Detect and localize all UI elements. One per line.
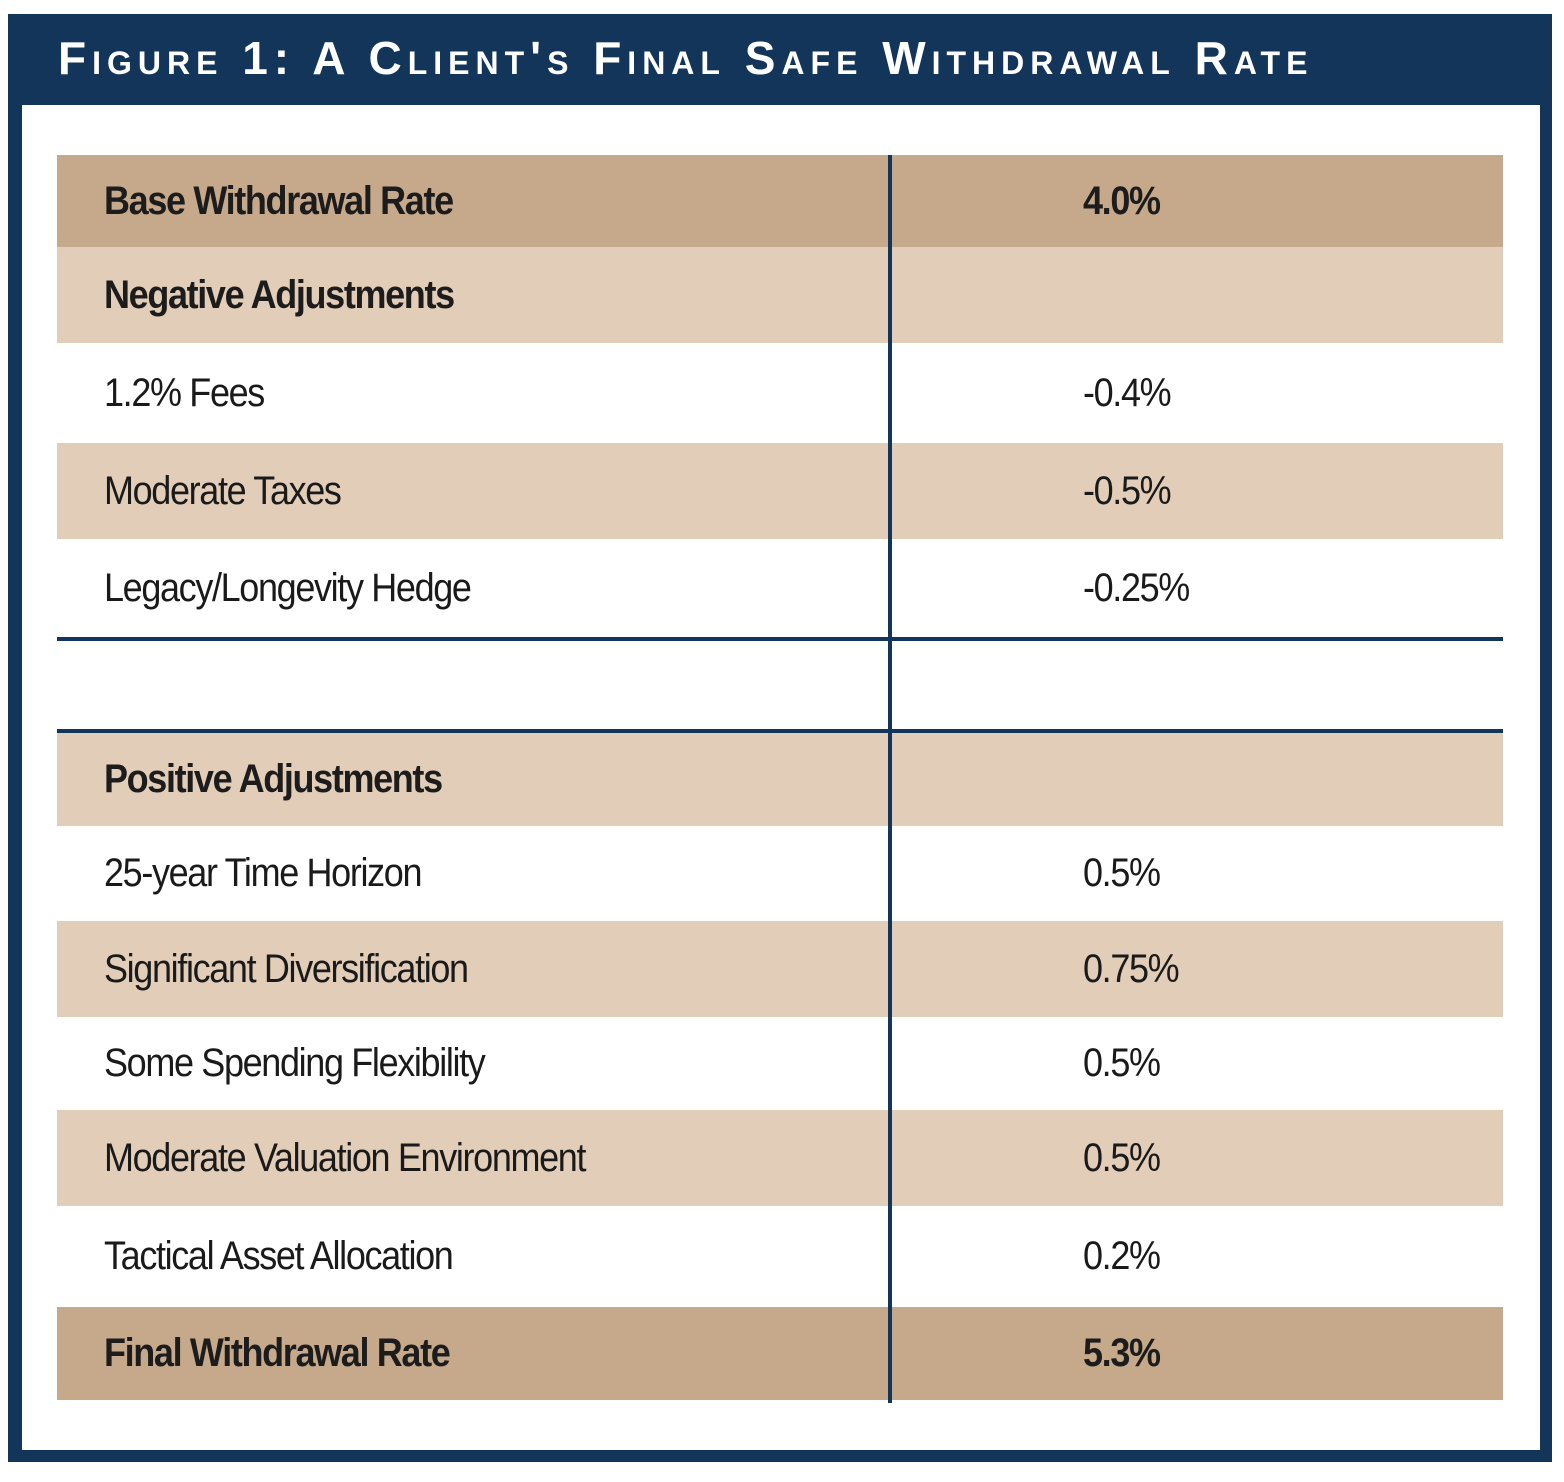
section-row: Positive Adjustments <box>57 733 1503 826</box>
row: Final Withdrawal Rate 5.3% <box>57 1307 1503 1400</box>
value: 0.5% <box>1083 1135 1161 1180</box>
row: Some Spending Flexibility 0.5% <box>57 1017 1503 1110</box>
row: 25-year Time Horizon 0.5% <box>57 826 1503 921</box>
row: Legacy/Longevity Hedge -0.25% <box>57 539 1503 637</box>
row: Base Withdrawal Rate 4.0% <box>57 155 1503 247</box>
label: Negative Adjustments <box>104 272 455 317</box>
row: Moderate Valuation Environment 0.5% <box>57 1110 1503 1206</box>
value: 4.0% <box>1083 178 1161 223</box>
value: 0.5% <box>1083 1041 1161 1085</box>
label: Base Withdrawal Rate <box>104 178 454 223</box>
label: Significant Diversification <box>104 946 469 991</box>
value: 0.2% <box>1083 1234 1161 1278</box>
value: 0.5% <box>1083 851 1161 895</box>
label: Legacy/Longevity Hedge <box>104 565 472 610</box>
divider <box>57 729 1503 733</box>
label: Moderate Valuation Environment <box>104 1135 586 1180</box>
value: -0.5% <box>1083 468 1172 513</box>
value: 5.3% <box>1083 1331 1161 1375</box>
label: 1.2% Fees <box>104 370 265 415</box>
row: Significant Diversification 0.75% <box>57 921 1503 1017</box>
section-row: Negative Adjustments <box>57 247 1503 343</box>
label: Tactical Asset Allocation <box>104 1234 454 1278</box>
row: Moderate Taxes -0.5% <box>57 443 1503 539</box>
value: 0.75% <box>1083 946 1180 991</box>
row: Tactical Asset Allocation 0.2% <box>57 1206 1503 1307</box>
label: Positive Adjustments <box>104 757 443 801</box>
label: Some Spending Flexibility <box>104 1041 486 1085</box>
label: Moderate Taxes <box>104 468 342 513</box>
label: 25-year Time Horizon <box>104 851 422 895</box>
value: -0.25% <box>1083 565 1190 610</box>
title: Figure 1: A Client's Final Safe Withdraw… <box>58 32 1314 84</box>
label: Final Withdrawal Rate <box>104 1331 451 1375</box>
column-divider <box>888 155 892 1403</box>
row: 1.2% Fees -0.4% <box>57 343 1503 443</box>
value: -0.4% <box>1083 370 1172 415</box>
divider <box>57 637 1503 641</box>
